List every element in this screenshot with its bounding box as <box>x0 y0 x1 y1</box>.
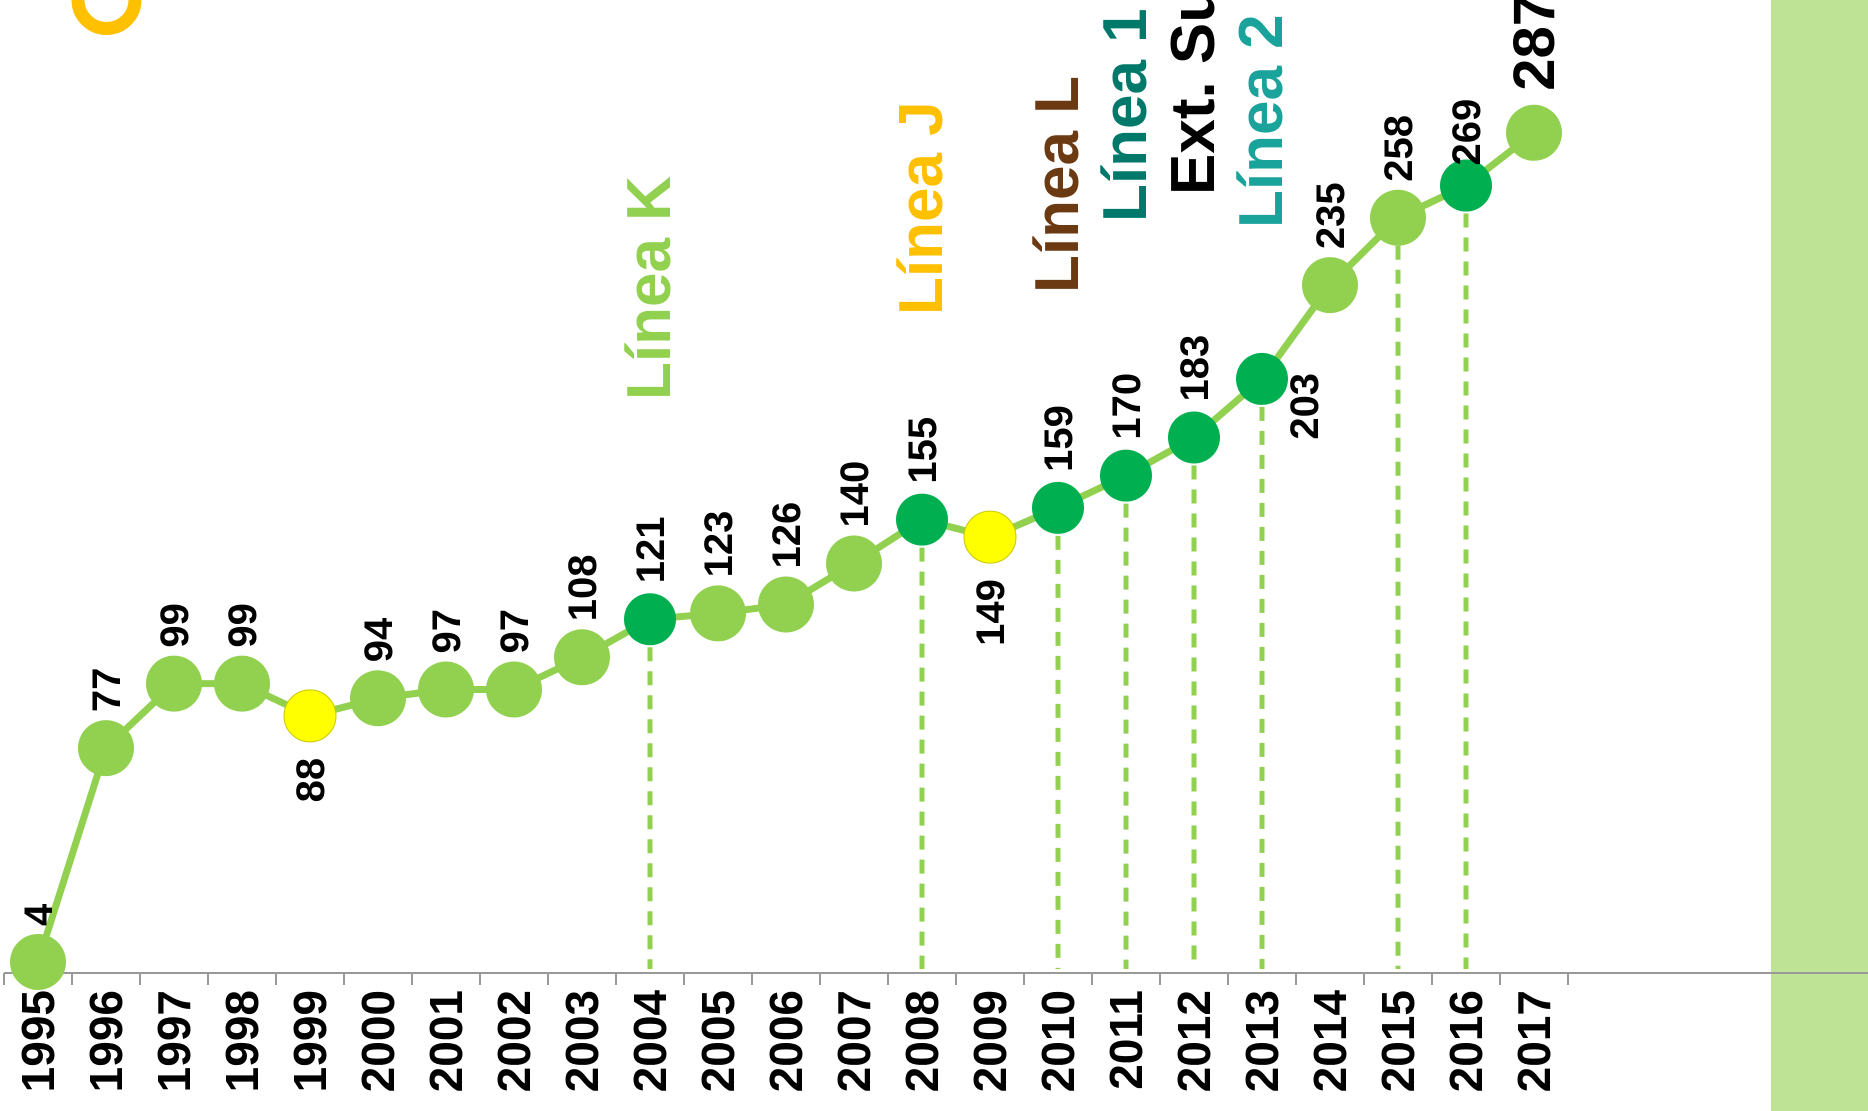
x-tick-label-1995: 1995 <box>12 990 64 1092</box>
value-label-1999: 88 <box>289 758 333 803</box>
value-label-2012: 183 <box>1173 335 1217 402</box>
data-point-2007 <box>826 535 882 592</box>
x-tick-label-2003: 2003 <box>556 990 608 1092</box>
value-label-2014: 235 <box>1309 182 1353 249</box>
x-tick-label-2009: 2009 <box>964 990 1016 1092</box>
x-tick-labels: 1995 1996 1997 1998 1999 2000 2001 2002 2003 2004… <box>12 990 1560 1093</box>
x-tick-label-2001: 2001 <box>420 990 472 1092</box>
data-point-2016 <box>1440 159 1492 212</box>
x-tick-label-2000: 2000 <box>352 990 404 1092</box>
value-label-1996: 77 <box>85 668 129 713</box>
x-tick-label-2005: 2005 <box>692 990 744 1092</box>
value-label-2007: 140 <box>833 461 877 528</box>
event-labels: Línea K Línea J Línea L Línea 1 Ext. Su Línea… <box>615 0 1296 400</box>
data-point-2015 <box>1370 189 1426 246</box>
data-point-1998 <box>214 655 270 712</box>
data-point-2000 <box>350 670 406 727</box>
event-label-2004: Línea K <box>615 176 684 400</box>
data-point-2001 <box>418 661 474 718</box>
x-tick-label-2007: 2007 <box>828 990 880 1092</box>
event-label-2013: Línea 2 <box>1227 14 1296 228</box>
data-point-2011 <box>1100 449 1152 502</box>
value-label-1995: 4 <box>17 903 61 926</box>
data-point-2005 <box>690 585 746 642</box>
value-label-2002: 97 <box>493 609 537 654</box>
value-label-1998: 99 <box>221 603 265 648</box>
data-point-1995 <box>10 934 66 990</box>
x-tick-label-2011: 2011 <box>1100 990 1152 1090</box>
data-points <box>10 104 1562 990</box>
x-tick-label-2002: 2002 <box>488 990 540 1092</box>
x-tick-label-1997: 1997 <box>148 990 200 1092</box>
x-tick-label-2006: 2006 <box>760 990 812 1092</box>
value-label-2013: 203 <box>1283 373 1327 440</box>
data-point-2010 <box>1032 481 1084 534</box>
data-point-2009 <box>963 510 1017 564</box>
value-label-2005: 123 <box>697 511 741 578</box>
x-tick-label-2015: 2015 <box>1372 990 1424 1092</box>
data-point-2004 <box>624 593 676 646</box>
value-label-2008: 155 <box>901 417 945 484</box>
dashed-markers <box>647 213 1469 969</box>
x-tick-label-2017: 2017 <box>1508 990 1560 1092</box>
x-tick-label-2014: 2014 <box>1304 990 1356 1093</box>
x-tick-label-1999: 1999 <box>284 990 336 1092</box>
data-point-2013 <box>1236 352 1288 405</box>
data-point-2003 <box>554 629 610 686</box>
value-labels: 4 77 99 99 88 94 97 97 108 121 123 126 140 155 149 159 1… <box>17 0 1567 926</box>
data-point-2008 <box>896 493 948 546</box>
highlight-band-2017 <box>1771 0 1868 1111</box>
data-point-2012 <box>1168 411 1220 464</box>
event-label-2012: Ext. Su <box>1159 0 1228 195</box>
data-point-2017 <box>1506 104 1562 161</box>
data-point-1996 <box>78 720 134 777</box>
event-label-2010: Línea L <box>1023 76 1092 293</box>
value-label-2009: 149 <box>969 579 1013 646</box>
data-point-2006 <box>758 576 814 633</box>
value-label-2016: 269 <box>1445 99 1489 166</box>
x-tick-label-2013: 2013 <box>1236 990 1288 1092</box>
value-label-2001: 97 <box>425 609 469 654</box>
partial-mark-top-left <box>71 0 142 35</box>
data-point-2002 <box>486 661 542 718</box>
x-axis-ticks <box>3 973 1569 985</box>
value-label-2017: 287 <box>1502 0 1567 91</box>
value-label-2015: 258 <box>1377 115 1421 182</box>
x-tick-label-2010: 2010 <box>1032 990 1084 1092</box>
value-label-2004: 121 <box>629 516 673 583</box>
x-tick-label-1998: 1998 <box>216 990 268 1092</box>
x-tick-label-1996: 1996 <box>80 990 132 1092</box>
value-label-1997: 99 <box>153 603 197 648</box>
event-label-2011: Línea 1 <box>1091 8 1160 222</box>
value-label-2010: 159 <box>1037 405 1081 472</box>
x-tick-label-2004: 2004 <box>624 990 676 1093</box>
value-label-2003: 108 <box>561 555 605 622</box>
x-tick-label-2012: 2012 <box>1168 990 1220 1092</box>
data-point-2014 <box>1302 257 1358 314</box>
x-tick-label-2008: 2008 <box>896 990 948 1092</box>
value-label-2000: 94 <box>357 617 401 662</box>
event-label-2008: Línea J <box>887 101 956 315</box>
value-label-2011: 170 <box>1105 373 1149 440</box>
data-point-1997 <box>146 655 202 712</box>
x-tick-label-2016: 2016 <box>1440 990 1492 1092</box>
value-label-2006: 126 <box>765 502 809 569</box>
data-point-1999 <box>283 689 337 743</box>
